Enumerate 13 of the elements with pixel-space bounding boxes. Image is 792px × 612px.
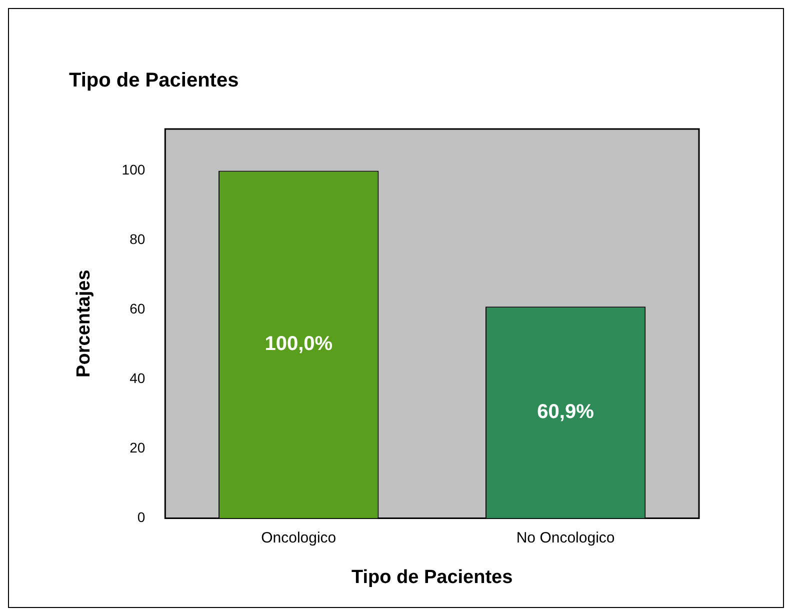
y-tick-label: 40 [130,370,146,386]
y-tick-label: 0 [137,509,146,526]
y-axis-title: Porcentajes [74,270,95,378]
x-tick-label: No Oncologico [516,529,615,546]
data-label: 60,9% [537,400,594,423]
y-tick-label: 100 [122,162,146,178]
y-tick-label: 20 [130,440,146,456]
y-tick-label: 80 [130,231,146,248]
data-label: 100,0% [264,332,333,355]
x-axis-title: Tipo de Pacientes [351,566,513,588]
chart-title: Tipo de Pacientes [69,70,239,92]
y-tick-label: 60 [130,300,146,317]
x-tick-label: Oncologico [261,529,336,546]
